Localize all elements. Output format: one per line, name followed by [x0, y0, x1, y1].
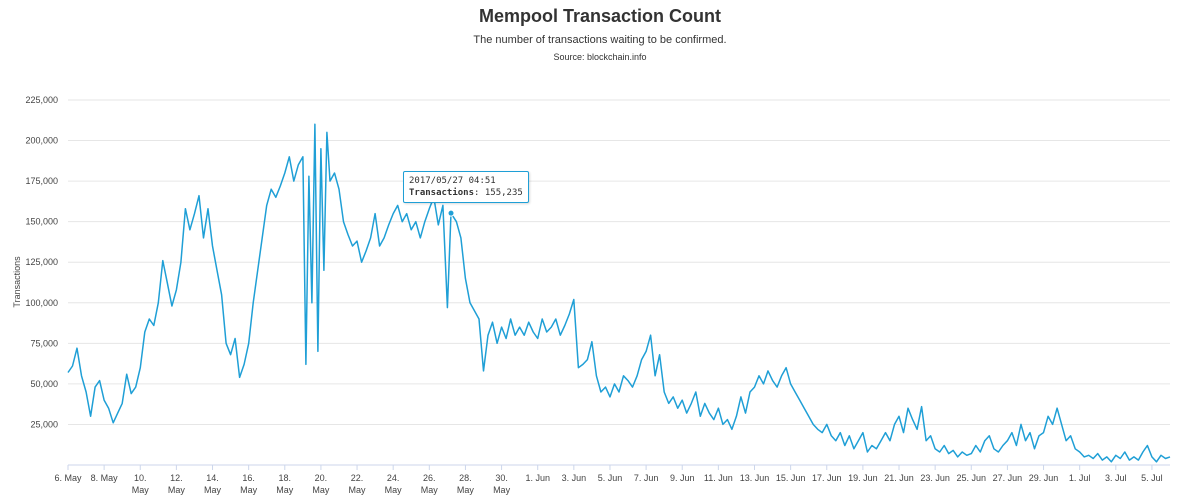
x-tick-label: 15. Jun [776, 473, 806, 483]
x-tick-label-line2: May [493, 485, 511, 495]
y-tick-label: 125,000 [25, 257, 58, 267]
hover-point [447, 209, 455, 217]
tooltip-timestamp: 2017/05/27 04:51 [409, 176, 496, 186]
y-tick-label: 25,000 [30, 419, 58, 429]
x-tick-label: 7. Jun [634, 473, 659, 483]
x-axis-ticks: 6. May 8. May 10. May 12. May 14. May 16. May 18. M… [54, 465, 1163, 495]
tooltip-value: 155,235 [484, 188, 523, 198]
y-tick-label: 200,000 [25, 136, 58, 146]
x-tick-label: 10. [134, 473, 147, 483]
tooltip-label: Transactions [409, 188, 475, 198]
y-tick-label: 175,000 [25, 176, 58, 186]
x-tick-label: 27. Jun [993, 473, 1023, 483]
x-tick-label: 1. Jul [1069, 473, 1091, 483]
x-tick-label: 20. [315, 473, 328, 483]
x-tick-label: 11. Jun [704, 473, 733, 483]
y-tick-label: 150,000 [25, 217, 58, 227]
y-tick-label: 225,000 [25, 95, 58, 105]
x-tick-label-line2: May [457, 485, 475, 495]
chart-title: Mempool Transaction Count [478, 6, 721, 26]
x-tick-label: 12. [170, 473, 183, 483]
x-tick-label: 8. May [91, 473, 119, 483]
grid-lines [68, 99, 1170, 425]
y-axis-label: Transactions [12, 256, 22, 308]
x-tick-label: 1. Jun [525, 473, 550, 483]
x-tick-label: 25. Jun [957, 473, 987, 483]
x-tick-label: 18. [279, 473, 292, 483]
x-tick-label: 5. Jul [1141, 473, 1163, 483]
y-tick-label: 50,000 [30, 379, 58, 389]
x-tick-label: 22. [351, 473, 364, 483]
x-tick-label-line2: May [168, 485, 186, 495]
x-tick-label: 14. [206, 473, 219, 483]
y-tick-label: 100,000 [25, 298, 58, 308]
x-tick-label: 3. Jun [562, 473, 587, 483]
x-tick-label-line2: May [240, 485, 258, 495]
x-tick-label-line2: May [385, 485, 403, 495]
x-tick-label-line2: May [349, 485, 367, 495]
x-tick-label: 17. Jun [812, 473, 842, 483]
y-axis-ticks: 25,000 50,000 75,000 100,000 125,000 150,000 1… [25, 95, 58, 429]
x-tick-label: 9. Jun [670, 473, 695, 483]
x-tick-label: 5. Jun [598, 473, 623, 483]
x-tick-label-line2: May [204, 485, 222, 495]
x-tick-label: 3. Jul [1105, 473, 1127, 483]
x-tick-label: 28. [459, 473, 472, 483]
tooltip: 2017/05/27 04:51 Transactions: 155,235 [403, 171, 529, 203]
x-tick-label: 23. Jun [920, 473, 950, 483]
x-tick-label: 16. [242, 473, 255, 483]
x-tick-label: 6. May [54, 473, 82, 483]
tooltip-row: Transactions: 155,235 [409, 188, 523, 198]
x-tick-label: 26. [423, 473, 436, 483]
x-tick-label-line2: May [421, 485, 439, 495]
series-line-transactions[interactable] [67, 123, 1171, 463]
x-tick-label-line2: May [132, 485, 150, 495]
chart-source: Source: blockchain.info [553, 52, 647, 62]
x-tick-label: 13. Jun [740, 473, 770, 483]
y-tick-label: 75,000 [30, 338, 58, 348]
chart-subtitle: The number of transactions waiting to be… [473, 34, 727, 46]
x-tick-label: 24. [387, 473, 400, 483]
x-tick-label: 30. [495, 473, 508, 483]
x-tick-label: 19. Jun [848, 473, 878, 483]
x-tick-label-line2: May [312, 485, 330, 495]
x-tick-label-line2: May [276, 485, 294, 495]
x-tick-label: 21. Jun [884, 473, 914, 483]
x-tick-label: 29. Jun [1029, 473, 1059, 483]
